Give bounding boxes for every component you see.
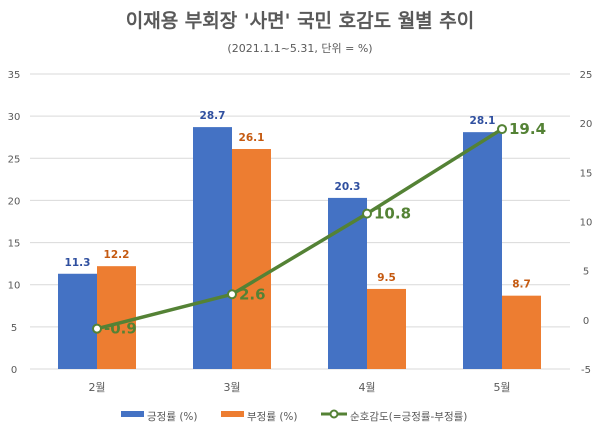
bar-data-label: 28.1 <box>470 115 496 127</box>
legend: 긍정률 (%) 부정률 (%) 순호감도(=긍정률-부정률) <box>121 409 467 423</box>
bar-data-label: 11.3 <box>65 257 91 269</box>
bar-data-label: 9.5 <box>377 272 396 284</box>
right-tick-label: 25 <box>580 70 593 81</box>
legend-swatch-negative <box>221 411 244 417</box>
bar-negative <box>367 288 406 369</box>
left-tick-label: 30 <box>8 112 21 123</box>
line-marker <box>227 289 237 300</box>
line-marker <box>362 208 372 219</box>
legend-label-negative: 부정률 (%) <box>247 411 298 423</box>
line-data-label: 10.8 <box>374 205 411 223</box>
x-tick-label: 4월 <box>358 381 375 394</box>
right-tick-label: 20 <box>580 119 593 130</box>
line-data-label: 19.4 <box>509 120 546 138</box>
line-marker <box>497 124 507 135</box>
bar-positive <box>58 273 97 369</box>
bar-data-label: 26.1 <box>239 132 265 144</box>
left-axis: 0 5 10 15 20 25 30 35 <box>8 70 21 376</box>
bar-positive <box>193 127 232 369</box>
bars: 11.3 28.7 20.3 28.1 12.2 26.1 9.5 8.7 <box>58 110 541 369</box>
legend-label-positive: 긍정률 (%) <box>147 411 198 423</box>
x-tick-label: 2월 <box>88 381 105 394</box>
left-tick-label: 10 <box>8 281 21 292</box>
left-tick-label: 20 <box>8 196 21 207</box>
right-tick-label: 0 <box>583 316 589 327</box>
bar-data-label: 28.7 <box>200 110 226 122</box>
line-data-label: 2.6 <box>239 285 266 303</box>
right-tick-label: 5 <box>583 267 589 278</box>
chart-subtitle: (2021.1.1~5.31, 단위 = %) <box>227 42 372 55</box>
x-axis: 2월 3월 4월 5월 <box>88 381 510 394</box>
bar-negative <box>502 295 541 369</box>
line-data-label: -0.9 <box>104 320 137 338</box>
right-axis: -5 0 5 10 15 20 25 <box>580 70 593 376</box>
right-tick-label: 10 <box>580 218 593 229</box>
bar-negative <box>232 149 271 369</box>
left-tick-label: 0 <box>11 365 17 376</box>
line-marker <box>92 323 102 334</box>
bar-negative <box>97 266 136 369</box>
net-favorability-line: -0.9 2.6 10.8 19.4 <box>92 120 546 338</box>
bar-data-label: 8.7 <box>512 279 531 291</box>
line-path <box>96 127 503 331</box>
x-tick-label: 5월 <box>493 381 510 394</box>
right-tick-label: 15 <box>580 168 593 179</box>
legend-swatch-positive <box>121 411 144 417</box>
left-tick-label: 25 <box>8 154 21 165</box>
legend-label-net: 순호감도(=긍정률-부정률) <box>350 411 467 423</box>
left-tick-label: 15 <box>8 239 21 250</box>
x-tick-label: 3월 <box>223 381 240 394</box>
left-tick-label: 35 <box>8 70 21 81</box>
bar-data-label: 20.3 <box>335 181 361 193</box>
bar-positive <box>463 132 502 369</box>
left-tick-label: 5 <box>11 323 17 334</box>
right-tick-label: -5 <box>581 365 591 376</box>
chart-title: 이재용 부회장 '사면' 국민 호감도 월별 추이 <box>126 10 474 32</box>
legend-marker-net <box>329 409 339 419</box>
bar-data-label: 12.2 <box>104 249 130 261</box>
